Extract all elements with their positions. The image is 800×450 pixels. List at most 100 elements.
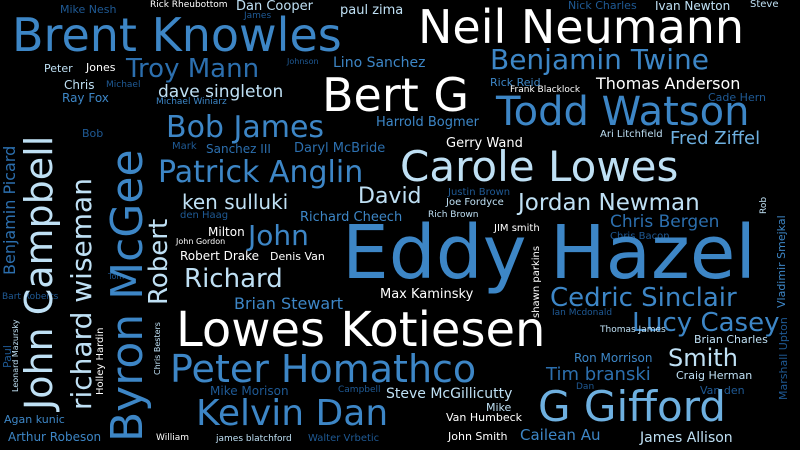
word-dan-small: Dan [576, 382, 595, 392]
word-cailean-au: Cailean Au [520, 426, 601, 444]
word-richard: Richard [184, 264, 283, 294]
word-robert-drake: Robert Drake [180, 249, 260, 263]
word-sanchez-iii: Sanchez III [206, 142, 271, 156]
word-smith: Smith [668, 344, 738, 372]
word-chris-bacon: Chris Bacon [610, 231, 670, 242]
word-eddy-hazel: Eddy Hazel [342, 210, 756, 296]
word-milton: Milton [208, 225, 245, 239]
word-benjamin-twine: Benjamin Twine [490, 43, 709, 76]
word-g-gifford: G Gifford [538, 382, 726, 431]
word-john-smith: John Smith [448, 430, 508, 443]
word-lucy-casey: Lucy Casey [632, 308, 780, 338]
word-dave-singleton: dave singleton [158, 82, 284, 102]
word-michael-winiarz: Michael Winiarz [156, 97, 227, 107]
word-carole-lowes: Carole Lowes [400, 142, 679, 191]
word-jones: Jones [86, 61, 116, 74]
word-mike: Mike [486, 401, 512, 414]
word-robert: Robert [144, 218, 174, 305]
word-shawn-parkins: shawn parkins [531, 245, 542, 318]
word-johnson: Johnson [287, 57, 319, 66]
word-holley-hardin: Holley Hardin [95, 327, 106, 396]
word-gerry-wand: Gerry Wand [446, 136, 523, 151]
word-john-gordon: John Gordon [176, 237, 226, 246]
word-van-den: Van den [700, 384, 745, 397]
word-william: William [156, 433, 189, 443]
word-brian-stewart: Brian Stewart [234, 294, 344, 313]
word-chris-besters: Chris Besters [153, 322, 162, 375]
word-den-haag: den Haag [180, 210, 229, 221]
word-kelvin-dan: Kelvin Dan [196, 393, 389, 434]
word-jordan-newman: Jordan Newman [518, 190, 700, 216]
word-rick-rheubottom: Rick Rheubottom [150, 0, 228, 10]
word-richard-wiseman: richard wiseman [65, 178, 98, 410]
word-ari-litchfield: Ari Litchfield [600, 129, 663, 140]
word-rick-reid: Rick Reid [490, 76, 541, 89]
word-brent-knowles: Brent Knowles [12, 8, 342, 62]
word-paul: Paul [1, 345, 14, 368]
word-marshall-upton: Marshall Upton [777, 317, 790, 400]
word-agan-kunic: Agan kunic [4, 413, 65, 426]
word-david: David [358, 184, 422, 209]
word-bob: Bob [82, 127, 104, 140]
word-ian-mcdonald: Ian Mcdonald [552, 308, 613, 318]
word-dan-cooper: Dan Cooper [236, 0, 313, 14]
word-nick-charles: Nick Charles [568, 0, 637, 12]
word-steve: Steve [750, 0, 779, 10]
word-fred-ziffel: Fred Ziffel [670, 128, 761, 149]
word-mike-morison: Mike Morison [210, 384, 289, 398]
word-mike-nesh: Mike Nesh [60, 3, 117, 16]
word-daryl-mcbride: Daryl McBride [294, 141, 386, 156]
word-paul-zima: paul zima [340, 3, 404, 18]
word-john-campbell: John Campbell [17, 135, 61, 410]
word-jim-smith: JIM smith [494, 223, 540, 234]
word-peter-homathco: Peter Homathco [170, 347, 477, 391]
word-benjamin-picard: Benjamin Picard [0, 145, 19, 275]
word-todd-watson: Todd Watson [496, 89, 750, 135]
word-cade-hern: Cade Hern [708, 91, 767, 104]
word-campbell-small: Campbell [338, 385, 381, 395]
word-cedric-sinclair: Cedric Sinclair [550, 283, 737, 313]
word-vladimir-smejkal: Vladimir Smejkal [775, 215, 788, 308]
word-brian-charles: Brian Charles [694, 333, 768, 346]
word-richard-cheech: Richard Cheech [300, 210, 403, 225]
word-james-blatchford: james blatchford [216, 434, 292, 444]
word-neil-neumann: Neil Neumann [418, 0, 745, 54]
word-chris: Chris [64, 78, 95, 92]
word-james-allison: James Allison [640, 430, 733, 446]
word-thomas-james: Thomas James [600, 325, 666, 335]
word-thomas-anderson: Thomas Anderson [596, 74, 741, 93]
word-ron-morrison: Ron Morrison [574, 351, 653, 365]
word-max-kaminsky: Max Kaminsky [380, 287, 474, 302]
word-bob-james: Bob James [166, 110, 325, 145]
word-bart-roberts: Bart Roberts [2, 292, 59, 302]
word-ken-sulluki: ken sulluki [182, 190, 289, 214]
word-ivan-newton: Ivan Newton [655, 0, 731, 13]
word-ray-fox: Ray Fox [62, 91, 109, 105]
word-troy-mann: Troy Mann [126, 54, 260, 84]
word-mark: Mark [172, 141, 197, 152]
word-lino-sanchez: Lino Sanchez [333, 55, 426, 71]
word-craig-herman: Craig Herman [676, 369, 753, 382]
word-james-top: James [244, 11, 272, 21]
word-denis-van: Denis Van [270, 250, 325, 263]
word-tom: Tom [108, 272, 125, 281]
word-van-humbeck: Van Humbeck [446, 411, 523, 424]
word-bert-g: Bert G [322, 68, 470, 122]
word-peter: Peter [44, 62, 73, 75]
word-walter-vrbetic: Walter Vrbetic [308, 433, 380, 444]
word-john: John [248, 219, 309, 252]
word-chris-bergen: Chris Bergen [610, 212, 720, 232]
word-arthur-robeson: Arthur Robeson [8, 430, 102, 444]
word-justin-brown: Justin Brown [448, 187, 511, 198]
word-rich-brown: Rich Brown [428, 210, 479, 220]
word-tim-branski: Tim branski [546, 364, 651, 385]
word-joe-fordyce: Joe Fordyce [446, 197, 504, 208]
word-frank-blacklock: Frank Blacklock [510, 85, 581, 95]
word-patrick-anglin: Patrick Anglin [158, 155, 364, 190]
word-steve-mcgillicutty: Steve McGillicutty [386, 386, 513, 402]
word-lowes-kotiesen: Lowes Kotiesen [176, 302, 546, 358]
word-michael: Michael [106, 80, 141, 90]
word-rob: Rob [759, 196, 769, 214]
word-harrold-bogmer: Harrold Bogmer [376, 115, 479, 130]
